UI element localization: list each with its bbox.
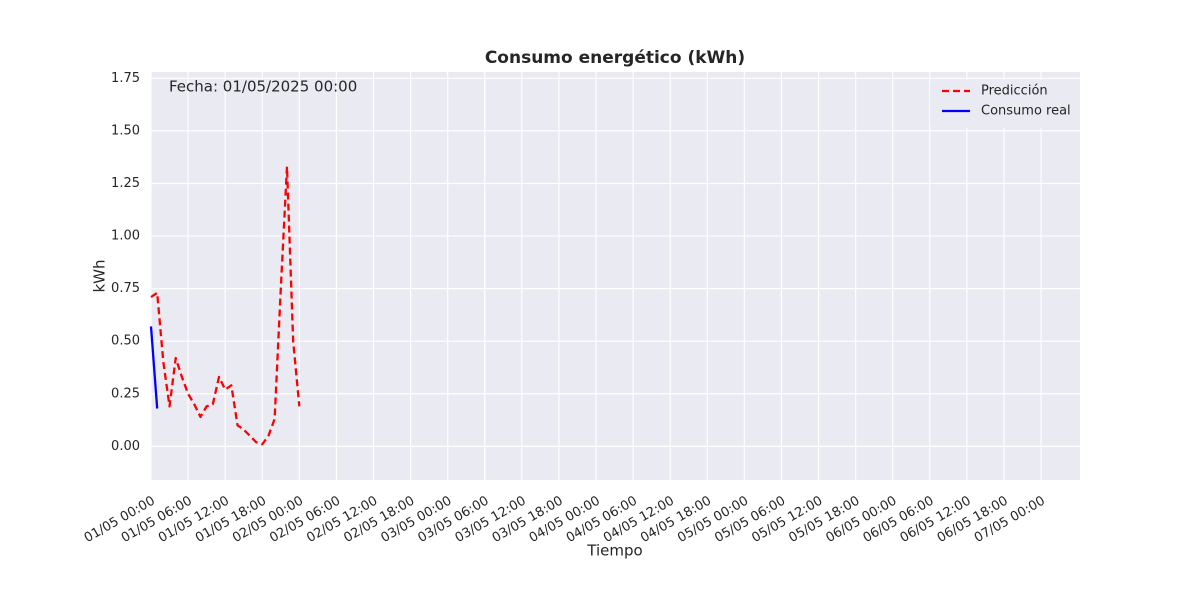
legend-label: Consumo real: [981, 104, 1071, 119]
y-axis-label: kWh: [91, 259, 109, 292]
legend: Predicción Consumo real: [930, 80, 1075, 128]
y-tick-label: 0.25: [111, 386, 140, 401]
y-tick-label: 1.50: [111, 123, 140, 138]
x-axis-label: Tiempo: [586, 542, 642, 560]
y-tick-label: 0.50: [111, 334, 140, 349]
chart-title: Consumo energético (kWh): [485, 48, 745, 68]
y-tick-label: 1.25: [111, 176, 140, 191]
y-tick-label: 1.00: [111, 229, 140, 244]
plot-area: [151, 72, 1080, 480]
y-tick-label: 1.75: [111, 71, 140, 86]
data-line: [150, 165, 301, 446]
annotation: Fecha: 01/05/2025 00:00: [169, 78, 357, 96]
legend-label: Predicción: [981, 84, 1048, 99]
data-line: [149, 326, 159, 409]
y-tick-label: 0.00: [111, 439, 140, 454]
y-tick-label: 0.75: [111, 281, 140, 296]
